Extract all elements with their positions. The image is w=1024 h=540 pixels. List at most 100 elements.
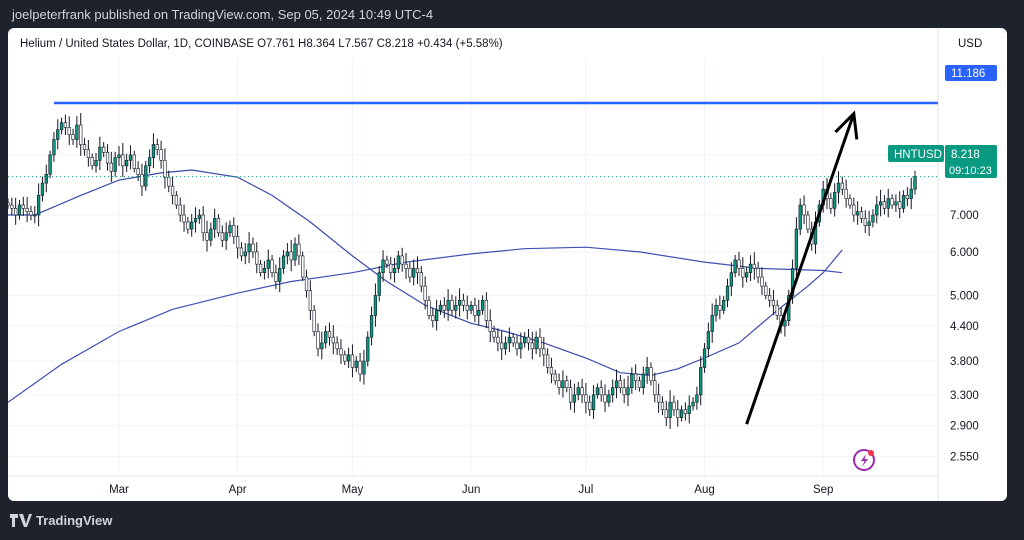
candle-body <box>859 211 864 219</box>
candle-body <box>553 373 557 382</box>
candle-body <box>469 304 473 311</box>
candle <box>197 209 201 224</box>
candle-body <box>320 342 324 350</box>
candle <box>312 305 316 337</box>
last-price-badge <box>945 145 997 178</box>
currency-label[interactable]: USD <box>958 38 983 50</box>
candle <box>595 383 600 399</box>
alert-icon[interactable] <box>853 449 875 471</box>
time-axis[interactable]: Mar Apr May Jun Jul Aug Sep <box>109 484 833 496</box>
y-tick-label: 3.300 <box>950 390 979 402</box>
drawing-overlays[interactable] <box>8 101 938 425</box>
candle-body <box>396 255 401 269</box>
candle-body <box>871 214 875 223</box>
candle <box>25 197 29 223</box>
y-tick-label: 4.400 <box>950 321 979 333</box>
candle <box>905 187 910 207</box>
candlestick-series[interactable] <box>8 113 917 429</box>
candle <box>224 222 228 251</box>
candle <box>699 356 703 406</box>
candle-body <box>278 268 282 282</box>
candle-body <box>71 134 75 140</box>
candle <box>855 201 860 225</box>
candle-body <box>714 304 718 316</box>
candle-body <box>63 122 68 128</box>
candle <box>591 385 596 419</box>
candle <box>852 197 856 222</box>
candle-body <box>163 160 167 178</box>
ma-long-line <box>8 246 843 403</box>
candle <box>637 376 642 392</box>
candle-body <box>159 149 163 161</box>
candle-body <box>239 247 244 257</box>
candle <box>297 234 301 265</box>
candle-body <box>523 336 527 344</box>
candle-body <box>526 336 531 344</box>
price-axis[interactable]: 9.0007.0006.0005.0004.4003.8003.3002.900… <box>950 150 979 464</box>
candle <box>151 133 156 169</box>
candle <box>549 357 554 384</box>
tradingview-logo[interactable]: TradingView <box>10 513 112 528</box>
candle <box>335 336 339 355</box>
candle-body <box>545 354 550 368</box>
candle-body <box>576 387 580 396</box>
candle <box>174 191 179 209</box>
candle-body <box>882 201 887 209</box>
candle-body <box>392 268 397 273</box>
candle-body <box>618 380 622 388</box>
candle <box>607 389 611 407</box>
footer-bar: TradingView <box>0 505 1024 540</box>
candle <box>435 299 439 331</box>
candle <box>343 350 347 366</box>
candle <box>901 190 906 213</box>
candle <box>79 113 83 156</box>
candle <box>285 242 290 265</box>
candle <box>683 402 688 421</box>
candle <box>354 356 358 373</box>
candle-body <box>98 146 102 161</box>
candle <box>163 148 167 189</box>
price-chart[interactable]: 9.0007.0006.0005.0004.4003.8003.3002.900… <box>8 28 1007 501</box>
candle <box>630 367 634 394</box>
candle <box>886 188 890 218</box>
candle-body <box>794 228 799 269</box>
candle <box>98 136 102 171</box>
candle-body <box>767 295 772 301</box>
candle-body <box>848 198 852 206</box>
candle-body <box>634 373 638 382</box>
candle-body <box>36 195 41 216</box>
candle-body <box>668 401 672 418</box>
candle-body <box>427 300 431 316</box>
y-tick-label: 2.900 <box>950 421 979 433</box>
candle-body <box>324 331 328 344</box>
candle <box>894 194 898 212</box>
candle <box>706 322 711 358</box>
candle <box>213 208 217 239</box>
candle-body <box>687 405 691 414</box>
candle-body <box>706 331 711 350</box>
candle <box>301 251 305 281</box>
candle <box>186 216 190 234</box>
candle-body <box>672 401 676 411</box>
candle <box>656 383 661 413</box>
candle <box>748 255 753 282</box>
candle <box>190 213 194 237</box>
candle <box>36 183 41 227</box>
candle-body <box>473 304 477 316</box>
candle-body <box>454 304 458 311</box>
candle <box>568 379 573 410</box>
candle <box>572 383 577 413</box>
candle <box>170 176 175 205</box>
candle <box>676 400 680 427</box>
candle-body <box>255 251 259 265</box>
candle <box>622 378 626 404</box>
candle-body <box>679 409 684 418</box>
candle-body <box>201 214 205 234</box>
candle <box>875 196 879 224</box>
candle <box>29 205 33 221</box>
candle <box>293 237 297 267</box>
candle-body <box>844 188 848 199</box>
candle <box>660 396 665 416</box>
chart-panel[interactable]: Helium / United States Dollar, 1D, COINB… <box>8 28 1007 501</box>
candle-body <box>836 182 841 193</box>
